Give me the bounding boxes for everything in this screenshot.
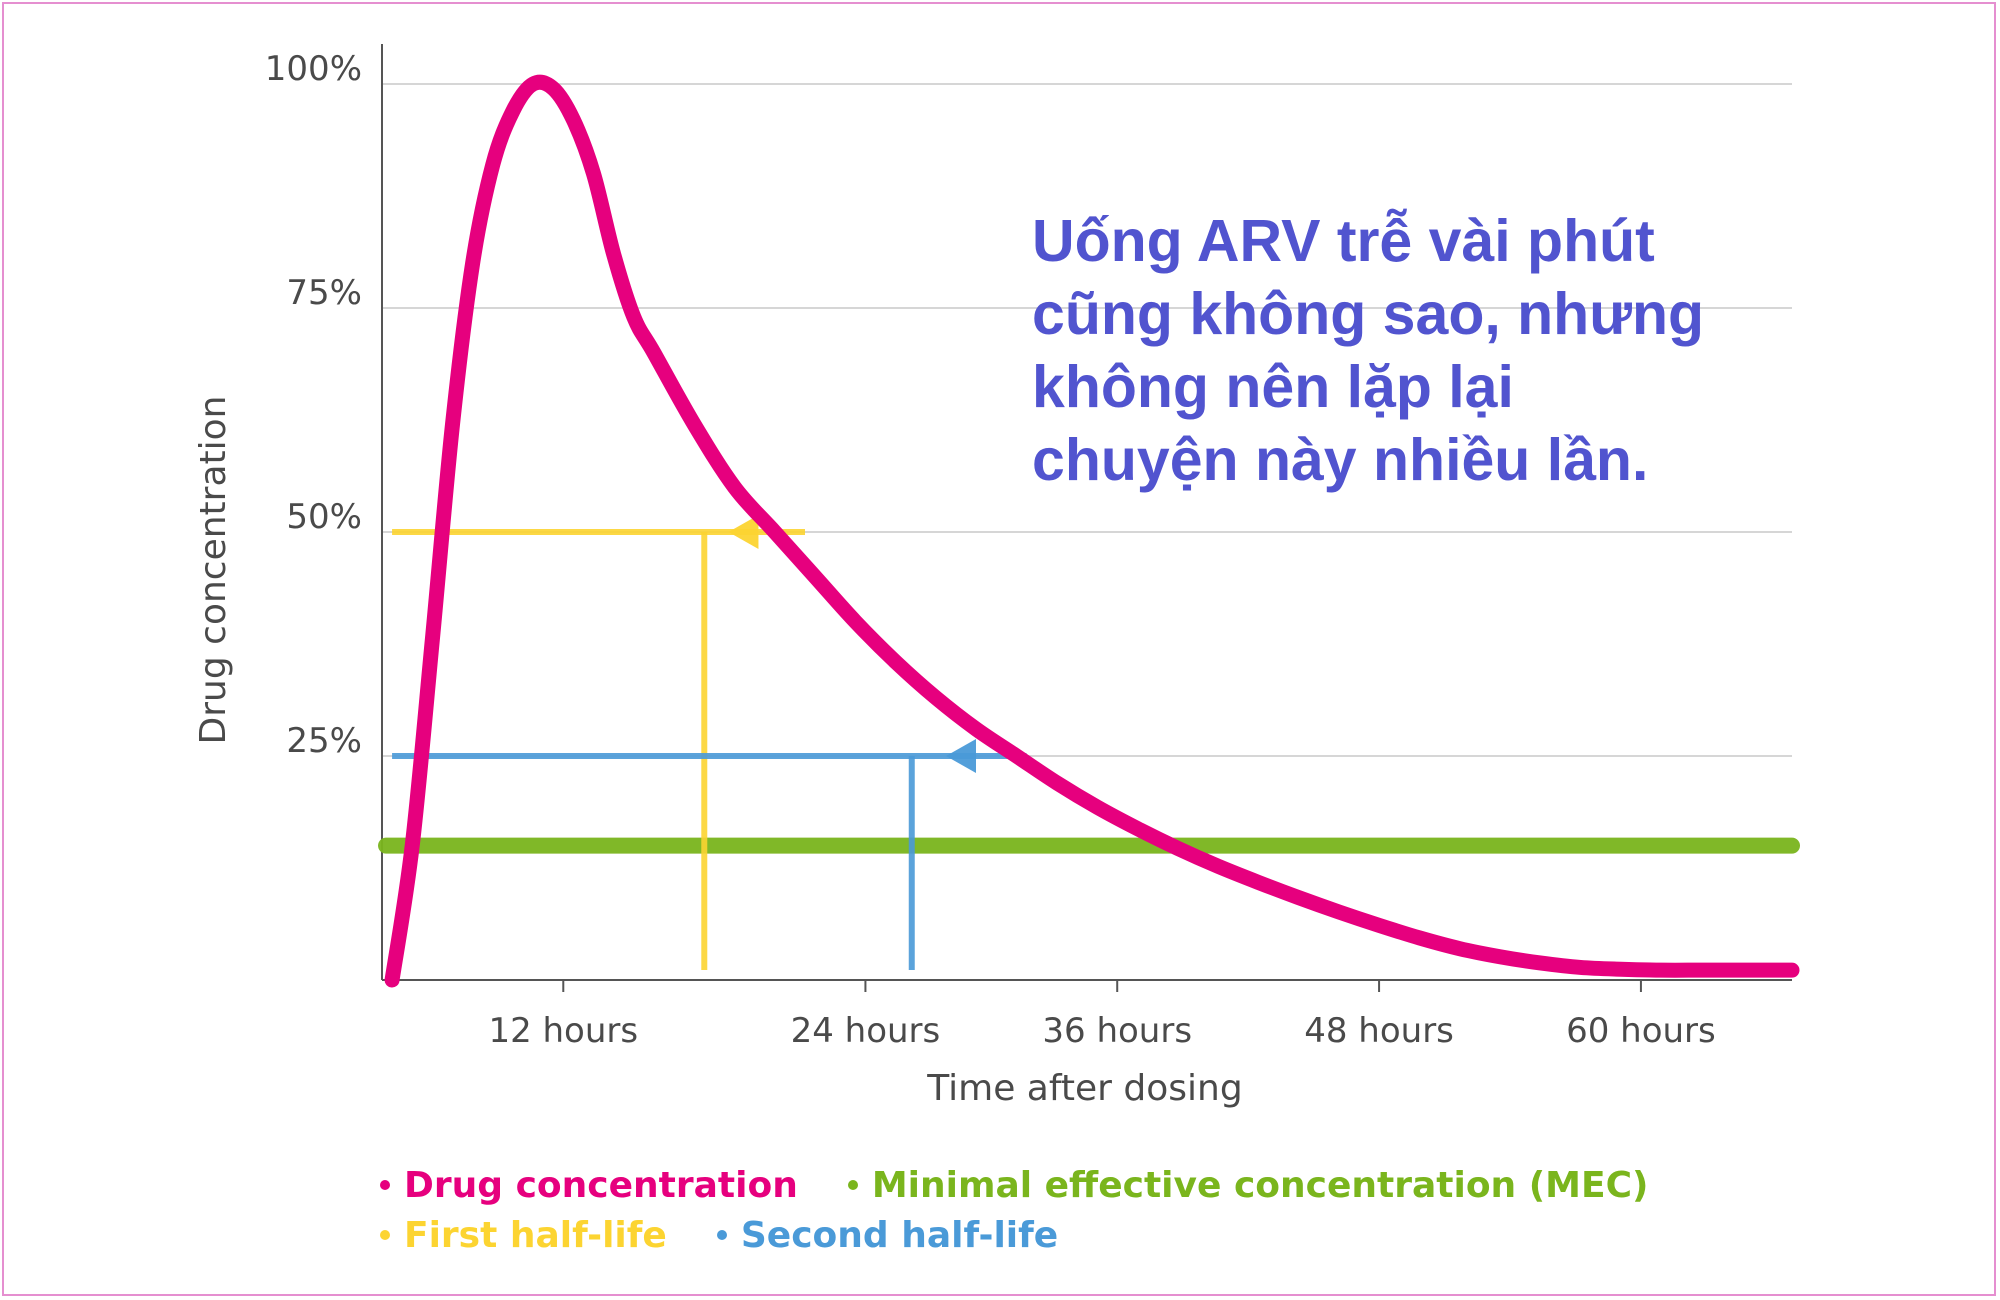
annotation-line: cũng không sao, nhưng [1032, 281, 1705, 347]
drug-concentration-line [384, 74, 1800, 988]
annotation-line: Uống ARV trễ vài phút [1032, 208, 1655, 274]
legend-label: Minimal effective concentration (MEC) [871, 1164, 1649, 1206]
x-tick-label: 48 hours [1304, 1011, 1454, 1051]
annotation-line: chuyện này nhiều lần. [1032, 427, 1649, 493]
legend-label: Drug concentration [404, 1164, 798, 1206]
y-tick-label: 75% [286, 273, 362, 313]
series-layer [378, 74, 1800, 988]
legend-item-drug-concentration: Drug concentration [380, 1165, 798, 1206]
legend-row: Drug concentration Minimal effective con… [380, 1160, 1698, 1210]
x-tick-label: 24 hours [791, 1011, 941, 1051]
legend-row: First half-life Second half-life [380, 1210, 1698, 1260]
y-axis-title: Drug concentration [193, 396, 234, 745]
annotation-text: Uống ARV trễ vài phút cũng không sao, nh… [1032, 205, 1852, 497]
legend-item-second-half-life: Second half-life [716, 1214, 1059, 1256]
x-tick-label: 36 hours [1042, 1011, 1192, 1051]
tick-labels: 100% 75% 50% 25% 12 hours 24 hours 36 hours 48 … [265, 49, 1716, 1051]
legend-dot [847, 1180, 858, 1190]
axes [381, 44, 1792, 992]
legend-dot [380, 1180, 390, 1190]
annotation-line: không nên lặp lại [1032, 354, 1514, 420]
second-half-life-arrow [946, 739, 976, 773]
legend-dot [380, 1230, 390, 1240]
legend: Drug concentration Minimal effective con… [380, 1160, 1698, 1260]
legend-label: First half-life [404, 1214, 667, 1256]
x-tick-label: 12 hours [488, 1011, 638, 1051]
legend-item-mec: Minimal effective concentration (MEC) [847, 1164, 1649, 1206]
y-tick-label: 25% [286, 721, 362, 761]
y-tick-label: 100% [265, 49, 362, 89]
first-half-life-arrow [728, 515, 759, 549]
y-tick-label: 50% [286, 497, 362, 537]
legend-label: Second half-life [740, 1214, 1059, 1256]
x-axis-title: Time after dosing [926, 1068, 1242, 1109]
legend-item-first-half-life: First half-life [380, 1215, 667, 1256]
legend-dot [716, 1230, 727, 1240]
x-tick-label: 60 hours [1566, 1011, 1716, 1051]
